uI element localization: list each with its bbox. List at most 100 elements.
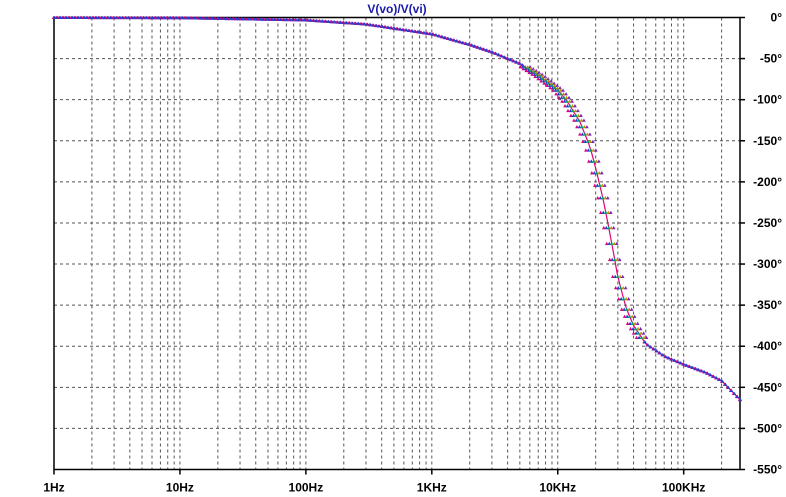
series-marker xyxy=(670,357,674,361)
series-marker xyxy=(590,171,594,175)
series-marker xyxy=(639,335,644,340)
series-marker xyxy=(525,65,530,69)
series-marker xyxy=(563,104,567,108)
series-marker xyxy=(664,354,668,359)
series-marker xyxy=(550,85,555,90)
series-marker xyxy=(559,92,563,96)
series-marker xyxy=(499,54,504,58)
series-marker xyxy=(425,31,430,35)
x-tick-label: 10Hz xyxy=(166,481,194,495)
series-marker xyxy=(585,132,590,136)
series-marker xyxy=(598,210,603,214)
series-marker xyxy=(607,257,612,262)
series-marker xyxy=(535,74,540,78)
series-marker xyxy=(646,343,650,347)
series-marker xyxy=(622,314,627,318)
series-marker xyxy=(681,362,686,366)
series-marker xyxy=(398,27,403,31)
series-marker xyxy=(596,196,600,200)
series-marker xyxy=(523,66,528,71)
x-tick-label: 1KHz xyxy=(417,481,447,495)
series-marker xyxy=(639,331,643,335)
series-marker xyxy=(566,108,570,113)
series-marker xyxy=(535,72,539,76)
series-marker xyxy=(593,183,597,187)
series-marker xyxy=(597,171,602,175)
series-marker xyxy=(571,113,576,117)
series-marker xyxy=(518,65,523,69)
series-marker xyxy=(571,108,575,113)
series-marker xyxy=(556,88,560,92)
series-marker xyxy=(520,63,525,67)
series-marker xyxy=(564,92,568,96)
series-marker xyxy=(581,139,585,144)
series-marker xyxy=(479,46,483,50)
series-marker xyxy=(633,321,637,325)
series-marker xyxy=(401,27,406,32)
series-marker xyxy=(658,351,662,355)
series-marker xyxy=(446,36,450,40)
series-marker xyxy=(729,388,734,392)
series-marker xyxy=(582,125,587,129)
series-marker xyxy=(572,118,576,122)
series-marker xyxy=(625,321,630,325)
series-marker xyxy=(327,19,331,24)
series-marker xyxy=(531,66,536,71)
series-marker xyxy=(549,81,554,85)
series-marker xyxy=(560,99,564,103)
y-tick-label: -50° xyxy=(760,52,782,66)
series-marker xyxy=(586,148,591,152)
series-marker xyxy=(386,25,391,29)
series-marker xyxy=(567,95,571,100)
y-tick-label: -300° xyxy=(753,257,782,271)
series-marker xyxy=(543,76,548,81)
series-marker xyxy=(517,61,522,65)
series-marker xyxy=(497,52,501,57)
series-marker xyxy=(619,297,623,301)
series-marker xyxy=(617,257,622,262)
series-marker xyxy=(431,32,435,36)
series-marker xyxy=(655,349,659,353)
series-marker xyxy=(726,385,731,389)
series-marker xyxy=(636,326,640,331)
series-marker xyxy=(624,307,629,311)
series-marker xyxy=(643,340,647,344)
series-marker xyxy=(546,76,550,81)
series-marker xyxy=(652,347,656,351)
series-marker xyxy=(627,314,632,318)
series-marker xyxy=(536,76,540,81)
series-marker xyxy=(449,37,453,41)
series-marker xyxy=(568,104,572,108)
series-marker xyxy=(738,397,743,402)
series-marker xyxy=(567,99,572,103)
series-marker xyxy=(612,241,617,246)
series-marker xyxy=(615,257,620,262)
series-marker xyxy=(573,108,578,113)
series-marker xyxy=(410,29,415,33)
series-marker xyxy=(561,92,566,96)
series-marker xyxy=(529,70,534,74)
series-marker xyxy=(404,28,409,32)
series-marker xyxy=(735,394,740,399)
series-marker xyxy=(621,297,626,301)
series-marker xyxy=(583,132,587,136)
series-marker xyxy=(562,95,566,100)
series-marker xyxy=(540,74,545,78)
series-marker xyxy=(556,92,561,96)
series-marker xyxy=(600,171,604,175)
series-marker xyxy=(616,285,620,290)
series-marker xyxy=(550,83,554,88)
series-marker xyxy=(443,35,447,40)
series-marker xyxy=(329,19,334,24)
series-marker xyxy=(416,30,421,34)
series-marker xyxy=(419,30,424,34)
series-marker xyxy=(488,49,492,53)
series-marker xyxy=(494,51,498,55)
series-marker xyxy=(521,66,526,71)
y-tick-label: 0° xyxy=(771,11,783,25)
series-marker xyxy=(464,41,468,45)
series-marker xyxy=(332,20,337,24)
series-marker xyxy=(341,20,346,25)
series-marker xyxy=(604,241,609,246)
